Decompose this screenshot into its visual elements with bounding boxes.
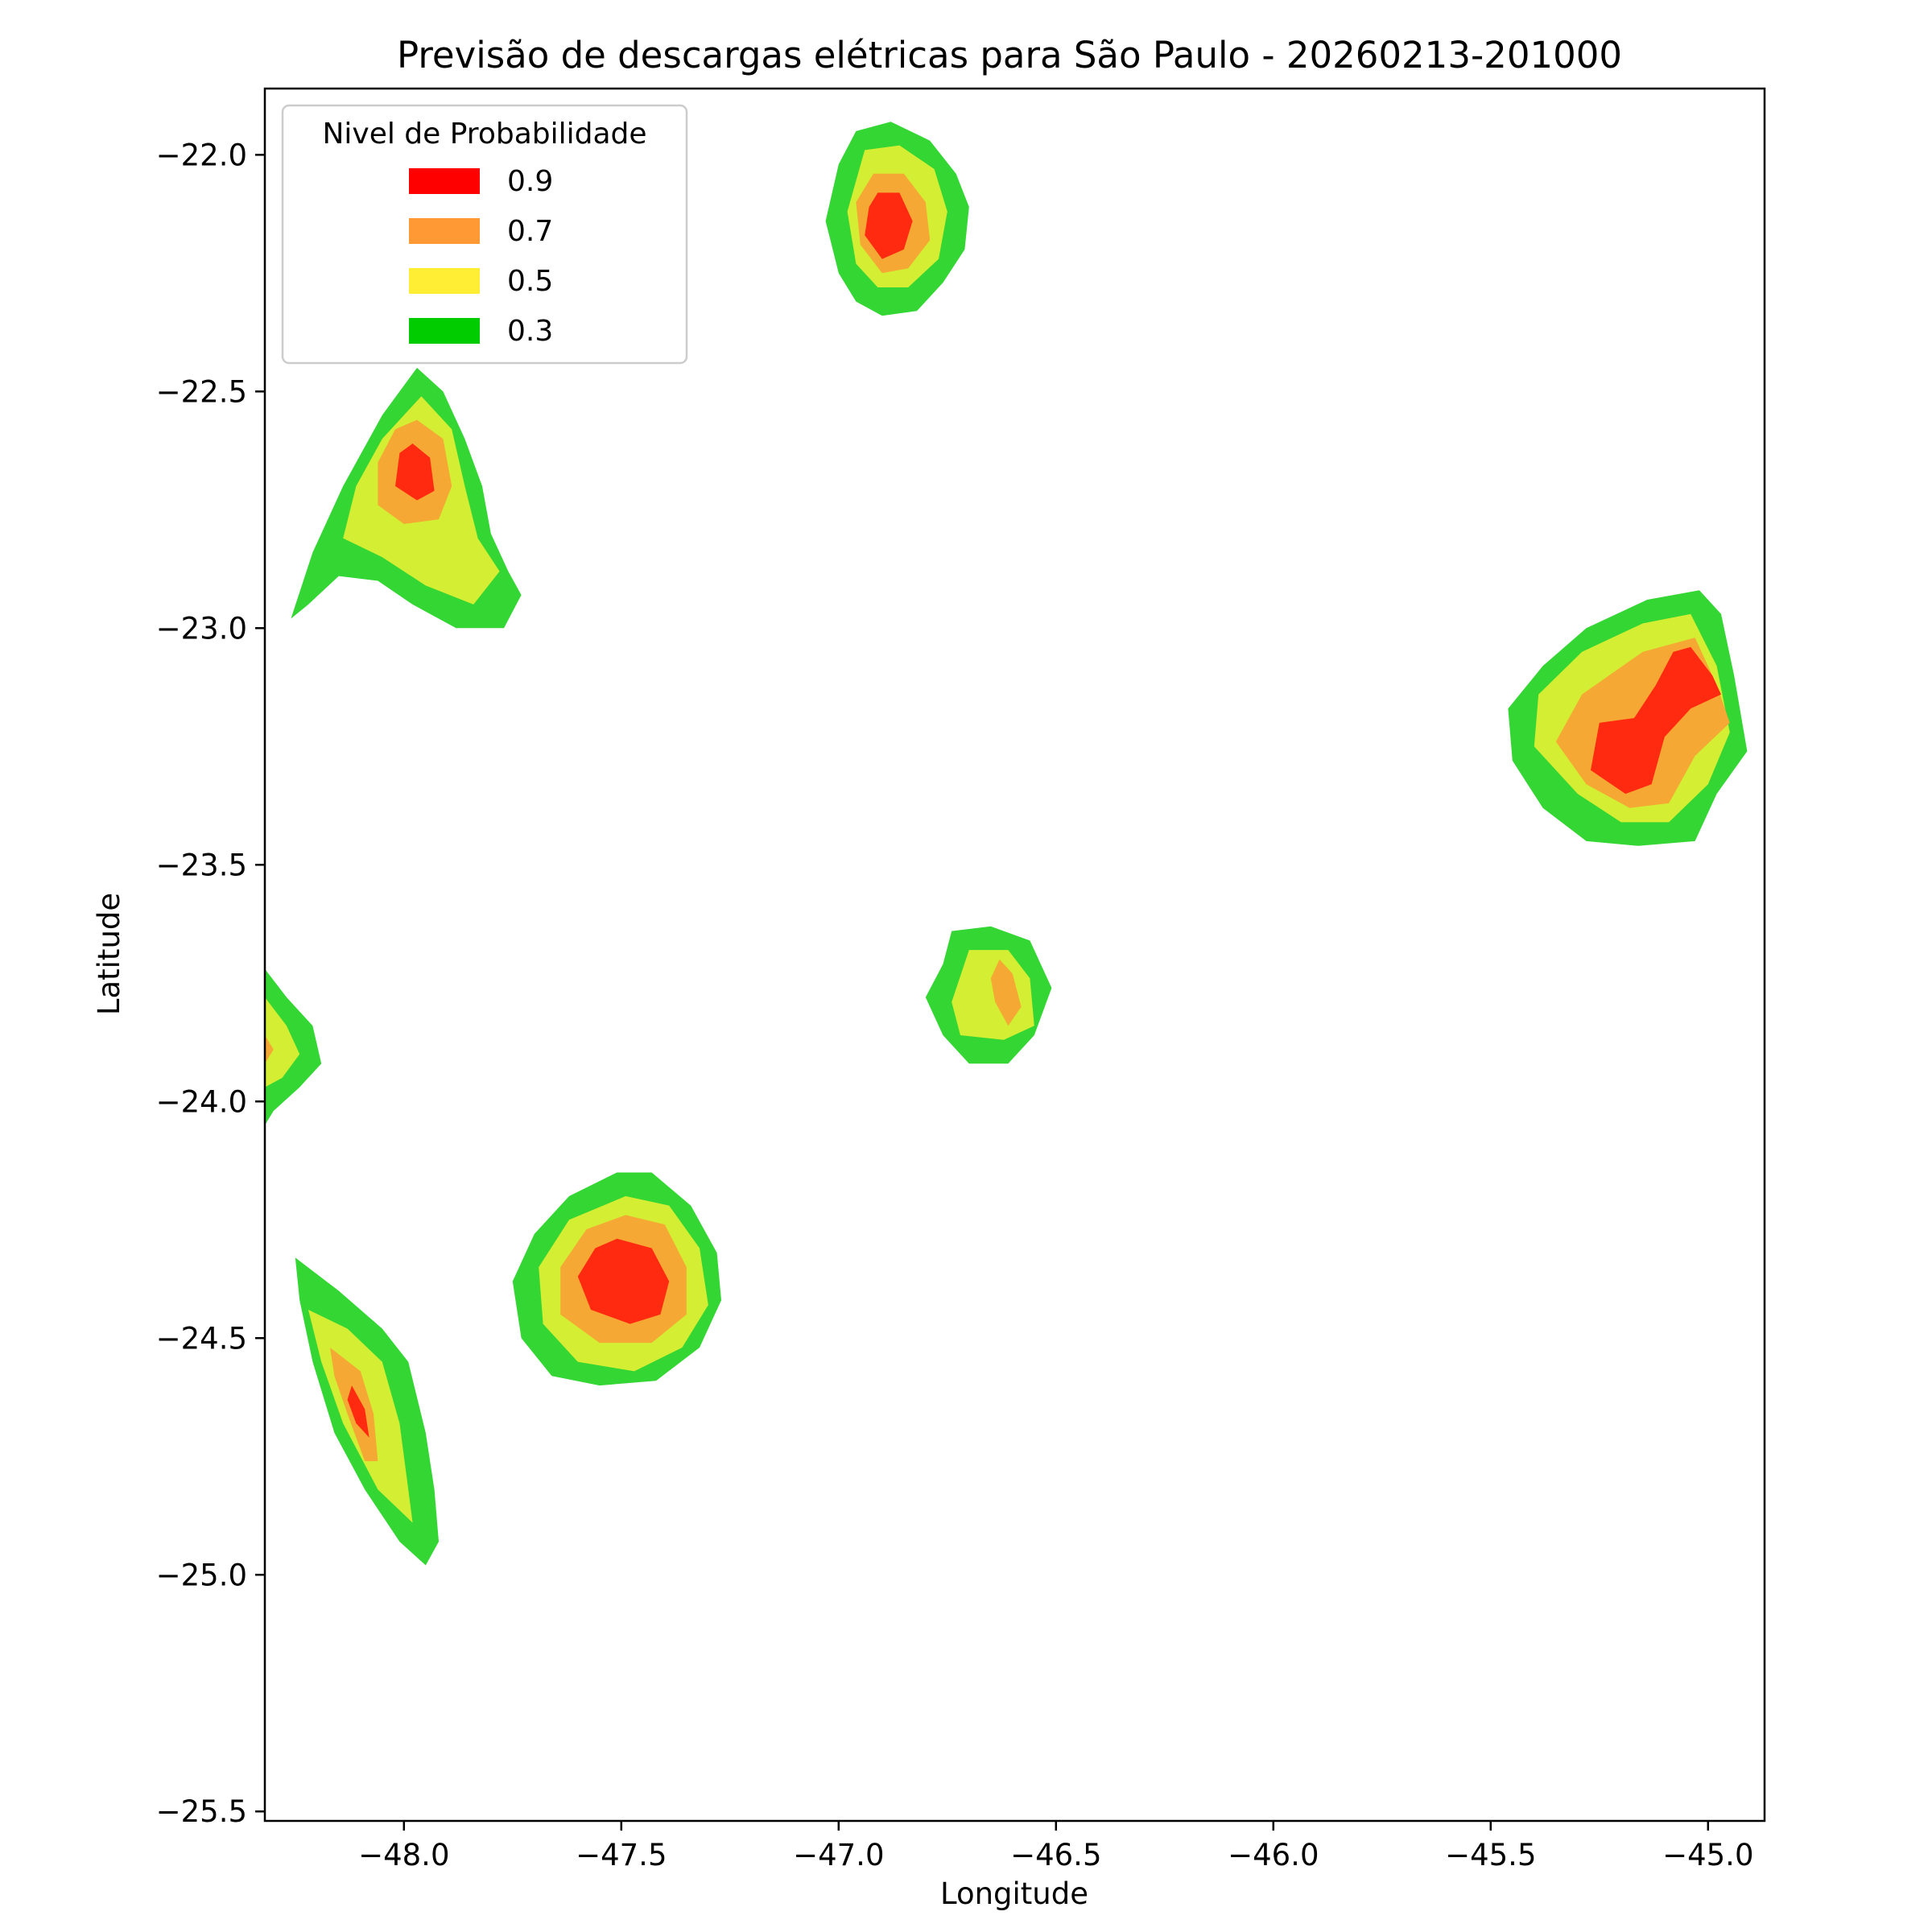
chart-title: Previsão de descargas elétricas para São… [397, 34, 1622, 76]
cell-south-level-0-9 [577, 1238, 670, 1324]
plot-frame [263, 87, 1766, 1823]
cell-east [1508, 590, 1748, 846]
x-tick-label: −48.0 [358, 1838, 449, 1872]
x-tick-label: −47.5 [576, 1838, 667, 1872]
cell-northwest-level-0-9 [395, 444, 435, 501]
cell-northwest [291, 367, 522, 629]
legend-label: 0.5 [507, 265, 553, 298]
x-tick-label: −45.0 [1662, 1838, 1753, 1872]
legend-label: 0.3 [507, 315, 553, 348]
cell-center-level-0-7 [990, 959, 1022, 1026]
y-tick-label: −25.5 [156, 1794, 247, 1829]
y-axis: −22.0 −22.5 −23.0 −23.5 −24.0 −24.5 −25.0 −25.5 [156, 138, 265, 1829]
cell-north-level-0-9 [865, 192, 913, 259]
cell-south [512, 1172, 721, 1386]
contour-layer [265, 122, 1748, 1566]
x-tick-label: −47.0 [793, 1838, 884, 1872]
x-axis-label: Longitude [940, 1876, 1088, 1911]
legend-title: Nivel de Probabilidade [322, 118, 646, 151]
legend-swatch [409, 168, 480, 194]
legend-swatch [409, 318, 480, 344]
y-tick-label: −24.5 [156, 1321, 247, 1356]
legend-label: 0.9 [507, 165, 553, 198]
cell-southwest [295, 1257, 439, 1566]
cell-east-level-0-9 [1591, 646, 1721, 795]
cell-west-level-0-5 [265, 997, 300, 1088]
legend-entries: 0.9 0.7 0.5 0.3 [409, 165, 553, 348]
legend-swatch [409, 218, 480, 244]
cell-west [265, 968, 322, 1125]
x-tick-label: −46.5 [1010, 1838, 1101, 1872]
y-tick-label: −23.5 [156, 848, 247, 882]
legend-box [281, 104, 688, 365]
x-tick-label: −45.5 [1445, 1838, 1536, 1872]
x-axis: −48.0 −47.5 −47.0 −46.5 −46.0 −45.5 −45.0 [358, 1821, 1753, 1872]
legend-label: 0.7 [507, 215, 553, 248]
y-tick-label: −22.5 [156, 374, 247, 409]
cell-center [925, 926, 1052, 1064]
y-tick-label: −24.0 [156, 1084, 247, 1119]
cell-southwest-level-0-9 [347, 1385, 369, 1438]
x-tick-label: −46.0 [1228, 1838, 1319, 1872]
legend-swatch [409, 268, 480, 294]
y-tick-label: −23.0 [156, 611, 247, 646]
y-axis-label: Latitude [92, 893, 126, 1015]
y-tick-label: −25.0 [156, 1558, 247, 1592]
legend: Nivel de Probabilidade 0.9 0.7 0.5 0.3 [281, 104, 688, 365]
cell-west-level-0-7 [265, 1035, 274, 1064]
y-tick-label: −22.0 [156, 138, 247, 172]
cell-north [825, 122, 969, 316]
